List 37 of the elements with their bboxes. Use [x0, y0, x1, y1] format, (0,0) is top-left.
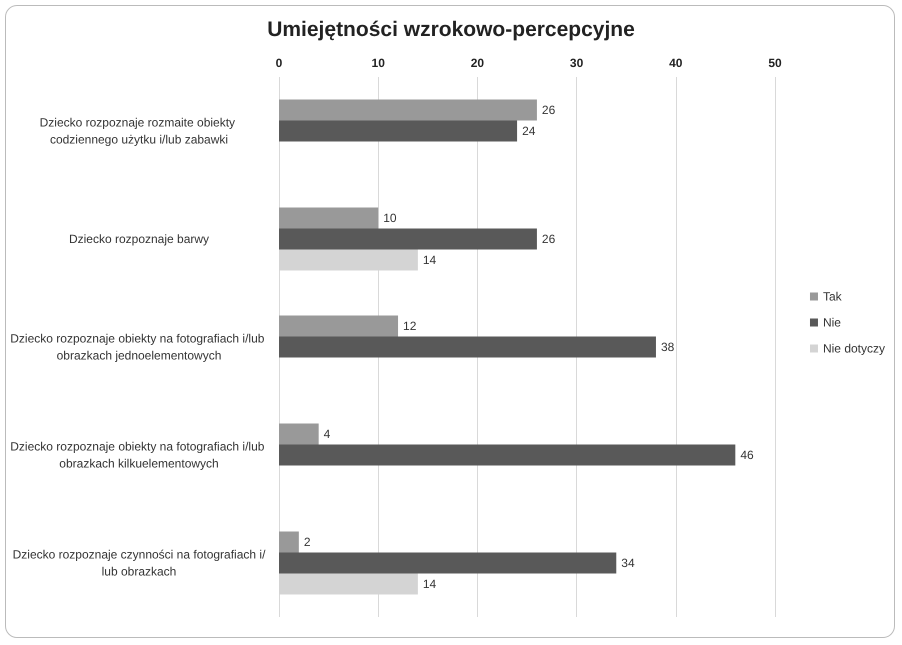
bar — [279, 336, 656, 358]
x-tick-label: 50 — [768, 56, 782, 70]
bar — [279, 532, 299, 552]
data-label: 12 — [403, 319, 417, 333]
legend-label: Tak — [822, 290, 843, 304]
x-tick-label: 0 — [276, 56, 283, 70]
data-label: 10 — [383, 211, 397, 225]
data-label: 26 — [542, 232, 556, 246]
data-label: 38 — [660, 340, 675, 354]
y-tick-label: Dziecko rozpoznaje obiekty na fotografiach i/lub obrazkach kilkuelementowych — [10, 440, 268, 470]
data-label: 46 — [740, 448, 754, 462]
x-tick-label: 20 — [470, 56, 484, 70]
x-tick-label: 30 — [570, 56, 584, 70]
data-label: 4 — [324, 427, 331, 441]
y-tick-label: Dziecko rozpoznaje czynności na fotografiach i/lub obrazkach — [12, 548, 266, 578]
data-label: 14 — [422, 577, 437, 591]
bar — [279, 552, 616, 574]
bar — [279, 120, 518, 142]
bar — [279, 100, 537, 120]
y-tick-label: Dziecko rozpoznaje barwy — [68, 232, 210, 246]
legend-label: Nie — [822, 316, 842, 330]
legend-label: Nie dotyczy — [822, 342, 886, 356]
y-tick-label: Dziecko rozpoznaje rozmaite obiekty codziennego użytku i/lub zabawki — [40, 116, 238, 146]
bar — [279, 208, 378, 228]
data-label: 24 — [522, 124, 536, 138]
data-label: 26 — [542, 103, 556, 117]
bar — [279, 228, 537, 250]
y-tick-label: Dziecko rozpoznaje obiekty na fotografiach i/lub obrazkach jednoelementowych — [10, 332, 268, 362]
chart-title: Umiejętności wzrokowo-percepcyjne — [267, 18, 635, 41]
bar — [279, 316, 398, 336]
data-label: 14 — [422, 253, 437, 267]
bar — [279, 444, 736, 466]
bar — [279, 424, 319, 444]
data-label: 34 — [621, 556, 635, 570]
x-tick-label: 10 — [372, 56, 386, 70]
x-tick-label: 40 — [669, 56, 683, 70]
data-label: 2 — [304, 535, 311, 549]
